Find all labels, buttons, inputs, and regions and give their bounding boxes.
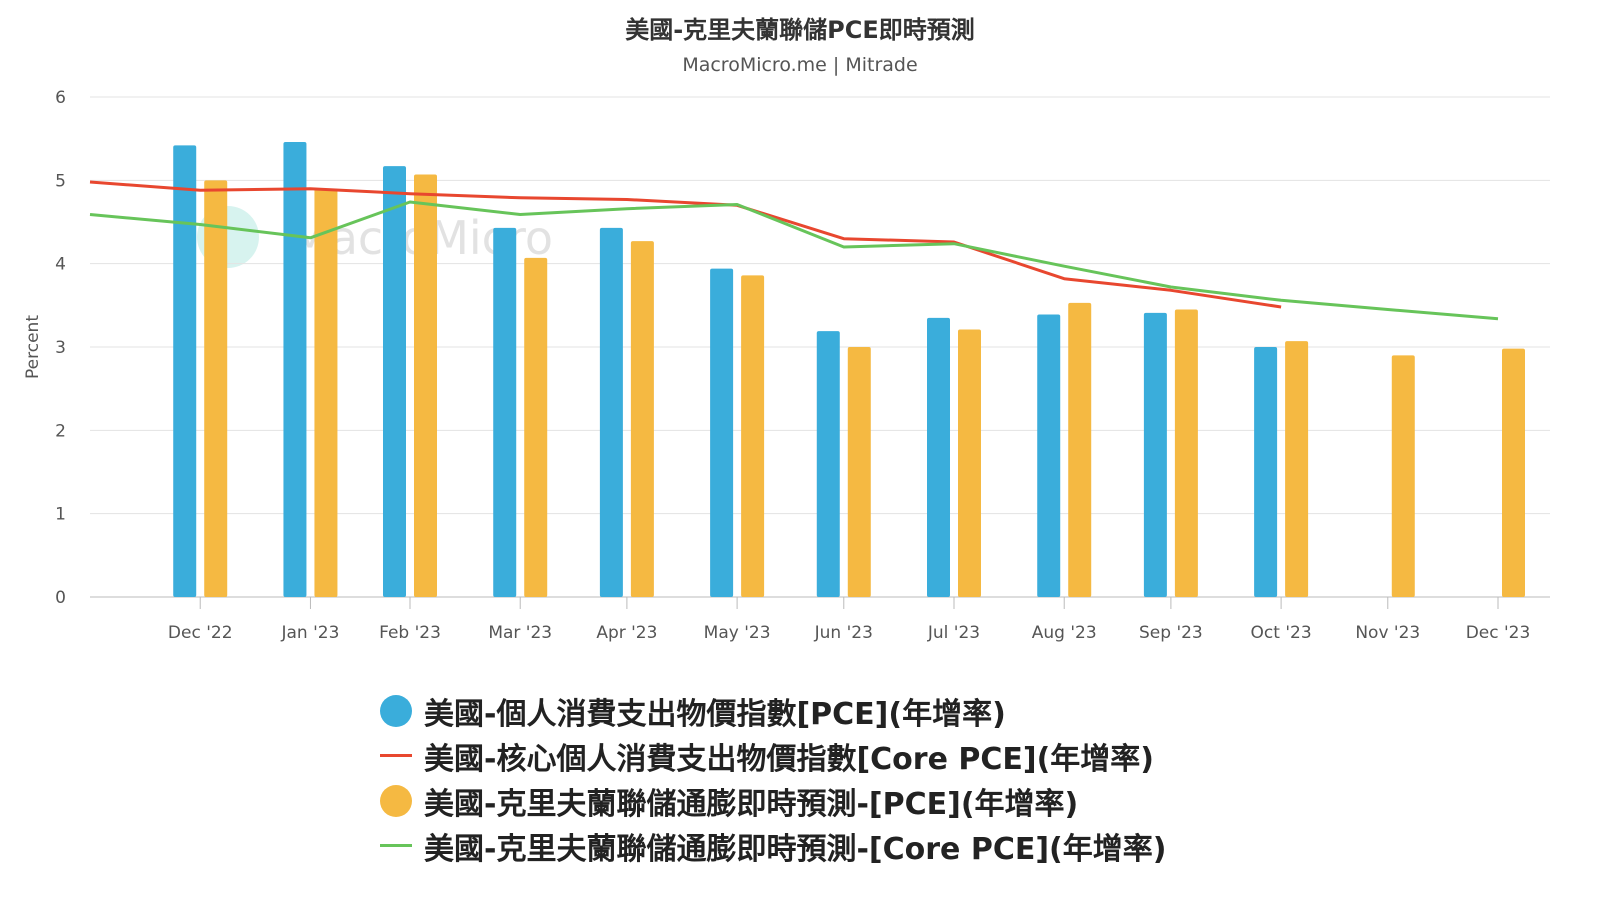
bar-pce — [927, 317, 950, 597]
y-tick-label: 0 — [55, 588, 66, 608]
y-tick-label: 6 — [55, 88, 66, 108]
bar-pce — [816, 331, 840, 597]
chart-subtitle: MacroMicro.me | Mitrade — [682, 54, 918, 76]
legend-label-nowcast-core-pce: 美國-克里夫蘭聯儲通膨即時預測-[Core PCE](年增率) — [424, 831, 1167, 867]
legend-label-nowcast-pce: 美國-克里夫蘭聯儲通膨即時預測-[PCE](年增率) — [424, 786, 1079, 822]
bar-nowcast-pce — [847, 347, 871, 597]
bar-pce — [173, 145, 197, 598]
bar-nowcast-pce — [1174, 309, 1198, 597]
bar-nowcast-pce — [1502, 348, 1525, 597]
bar-nowcast-pce — [1068, 302, 1092, 597]
bar-pce — [493, 227, 517, 598]
bar-nowcast-pce — [630, 241, 654, 597]
legend-swatch-nowcast-pce — [380, 784, 412, 817]
bar-nowcast-pce — [958, 329, 981, 597]
legend: 美國-個人消費支出物價指數[PCE](年增率) 美國-核心個人消費支出物價指數[… — [380, 688, 1280, 868]
x-tick-label: Jul '23 — [927, 623, 980, 643]
bar-nowcast-pce — [1285, 341, 1309, 597]
bar-pce — [710, 268, 734, 597]
legend-label-pce: 美國-個人消費支出物價指數[PCE](年增率) — [424, 696, 1006, 732]
x-tick-label: Sep '23 — [1139, 623, 1203, 643]
line-core-pce — [89, 180, 1282, 309]
chart-title: 美國-克里夫蘭聯儲PCE即時預測 — [625, 16, 975, 44]
x-tick-label: Nov '23 — [1355, 623, 1420, 643]
bar-nowcast-pce — [1391, 355, 1415, 597]
x-tick-label: Apr '23 — [596, 623, 657, 643]
legend-swatch-nowcast-core-pce — [380, 844, 412, 847]
bar-nowcast-pce — [524, 257, 548, 597]
y-axis-label: Percent — [23, 315, 43, 379]
legend-swatch-core-pce — [380, 754, 412, 757]
y-tick-label: 3 — [55, 338, 66, 358]
x-tick-label: Dec '23 — [1466, 623, 1531, 643]
x-tick-label: Jun '23 — [814, 623, 873, 643]
bar-pce — [283, 142, 307, 597]
y-tick-label: 5 — [55, 171, 66, 191]
x-tick-label: Mar '23 — [488, 623, 552, 643]
x-tick-label: Feb '23 — [379, 623, 441, 643]
bar-pce — [1037, 314, 1061, 597]
y-tick-label: 4 — [55, 255, 66, 275]
legend-item-pce[interactable]: 美國-個人消費支出物價指數[PCE](年增率) — [380, 688, 1280, 733]
legend-item-nowcast-core-pce[interactable]: 美國-克里夫蘭聯儲通膨即時預測-[Core PCE](年增率) — [380, 823, 1280, 868]
bar-nowcast-pce — [314, 188, 338, 597]
x-tick-label: May '23 — [704, 623, 771, 643]
bar-nowcast-pce — [414, 174, 437, 597]
legend-swatch-pce — [380, 694, 412, 727]
bar-pce — [1254, 347, 1278, 597]
bar-nowcast-pce — [741, 275, 765, 597]
legend-item-nowcast-pce[interactable]: 美國-克里夫蘭聯儲通膨即時預測-[PCE](年增率) — [380, 778, 1280, 823]
y-tick-label: 2 — [55, 421, 66, 441]
bar-nowcast-pce — [204, 180, 228, 598]
bar-pce — [383, 166, 406, 597]
legend-label-core-pce: 美國-核心個人消費支出物價指數[Core PCE](年增率) — [424, 741, 1155, 777]
bar-pce — [1143, 312, 1167, 597]
line-nowcast-core-pce — [89, 200, 1499, 321]
x-tick-label: Aug '23 — [1032, 623, 1097, 643]
y-tick-label: 1 — [55, 505, 66, 525]
x-tick-label: Jan '23 — [280, 623, 339, 643]
legend-item-core-pce[interactable]: 美國-核心個人消費支出物價指數[Core PCE](年增率) — [380, 733, 1280, 778]
x-tick-label: Dec '22 — [168, 623, 233, 643]
x-tick-label: Oct '23 — [1251, 623, 1312, 643]
bar-pce — [599, 227, 623, 598]
